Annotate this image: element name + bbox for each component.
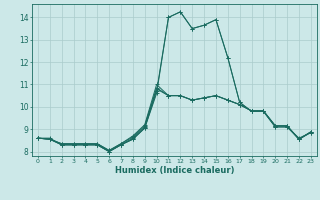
- X-axis label: Humidex (Indice chaleur): Humidex (Indice chaleur): [115, 166, 234, 175]
